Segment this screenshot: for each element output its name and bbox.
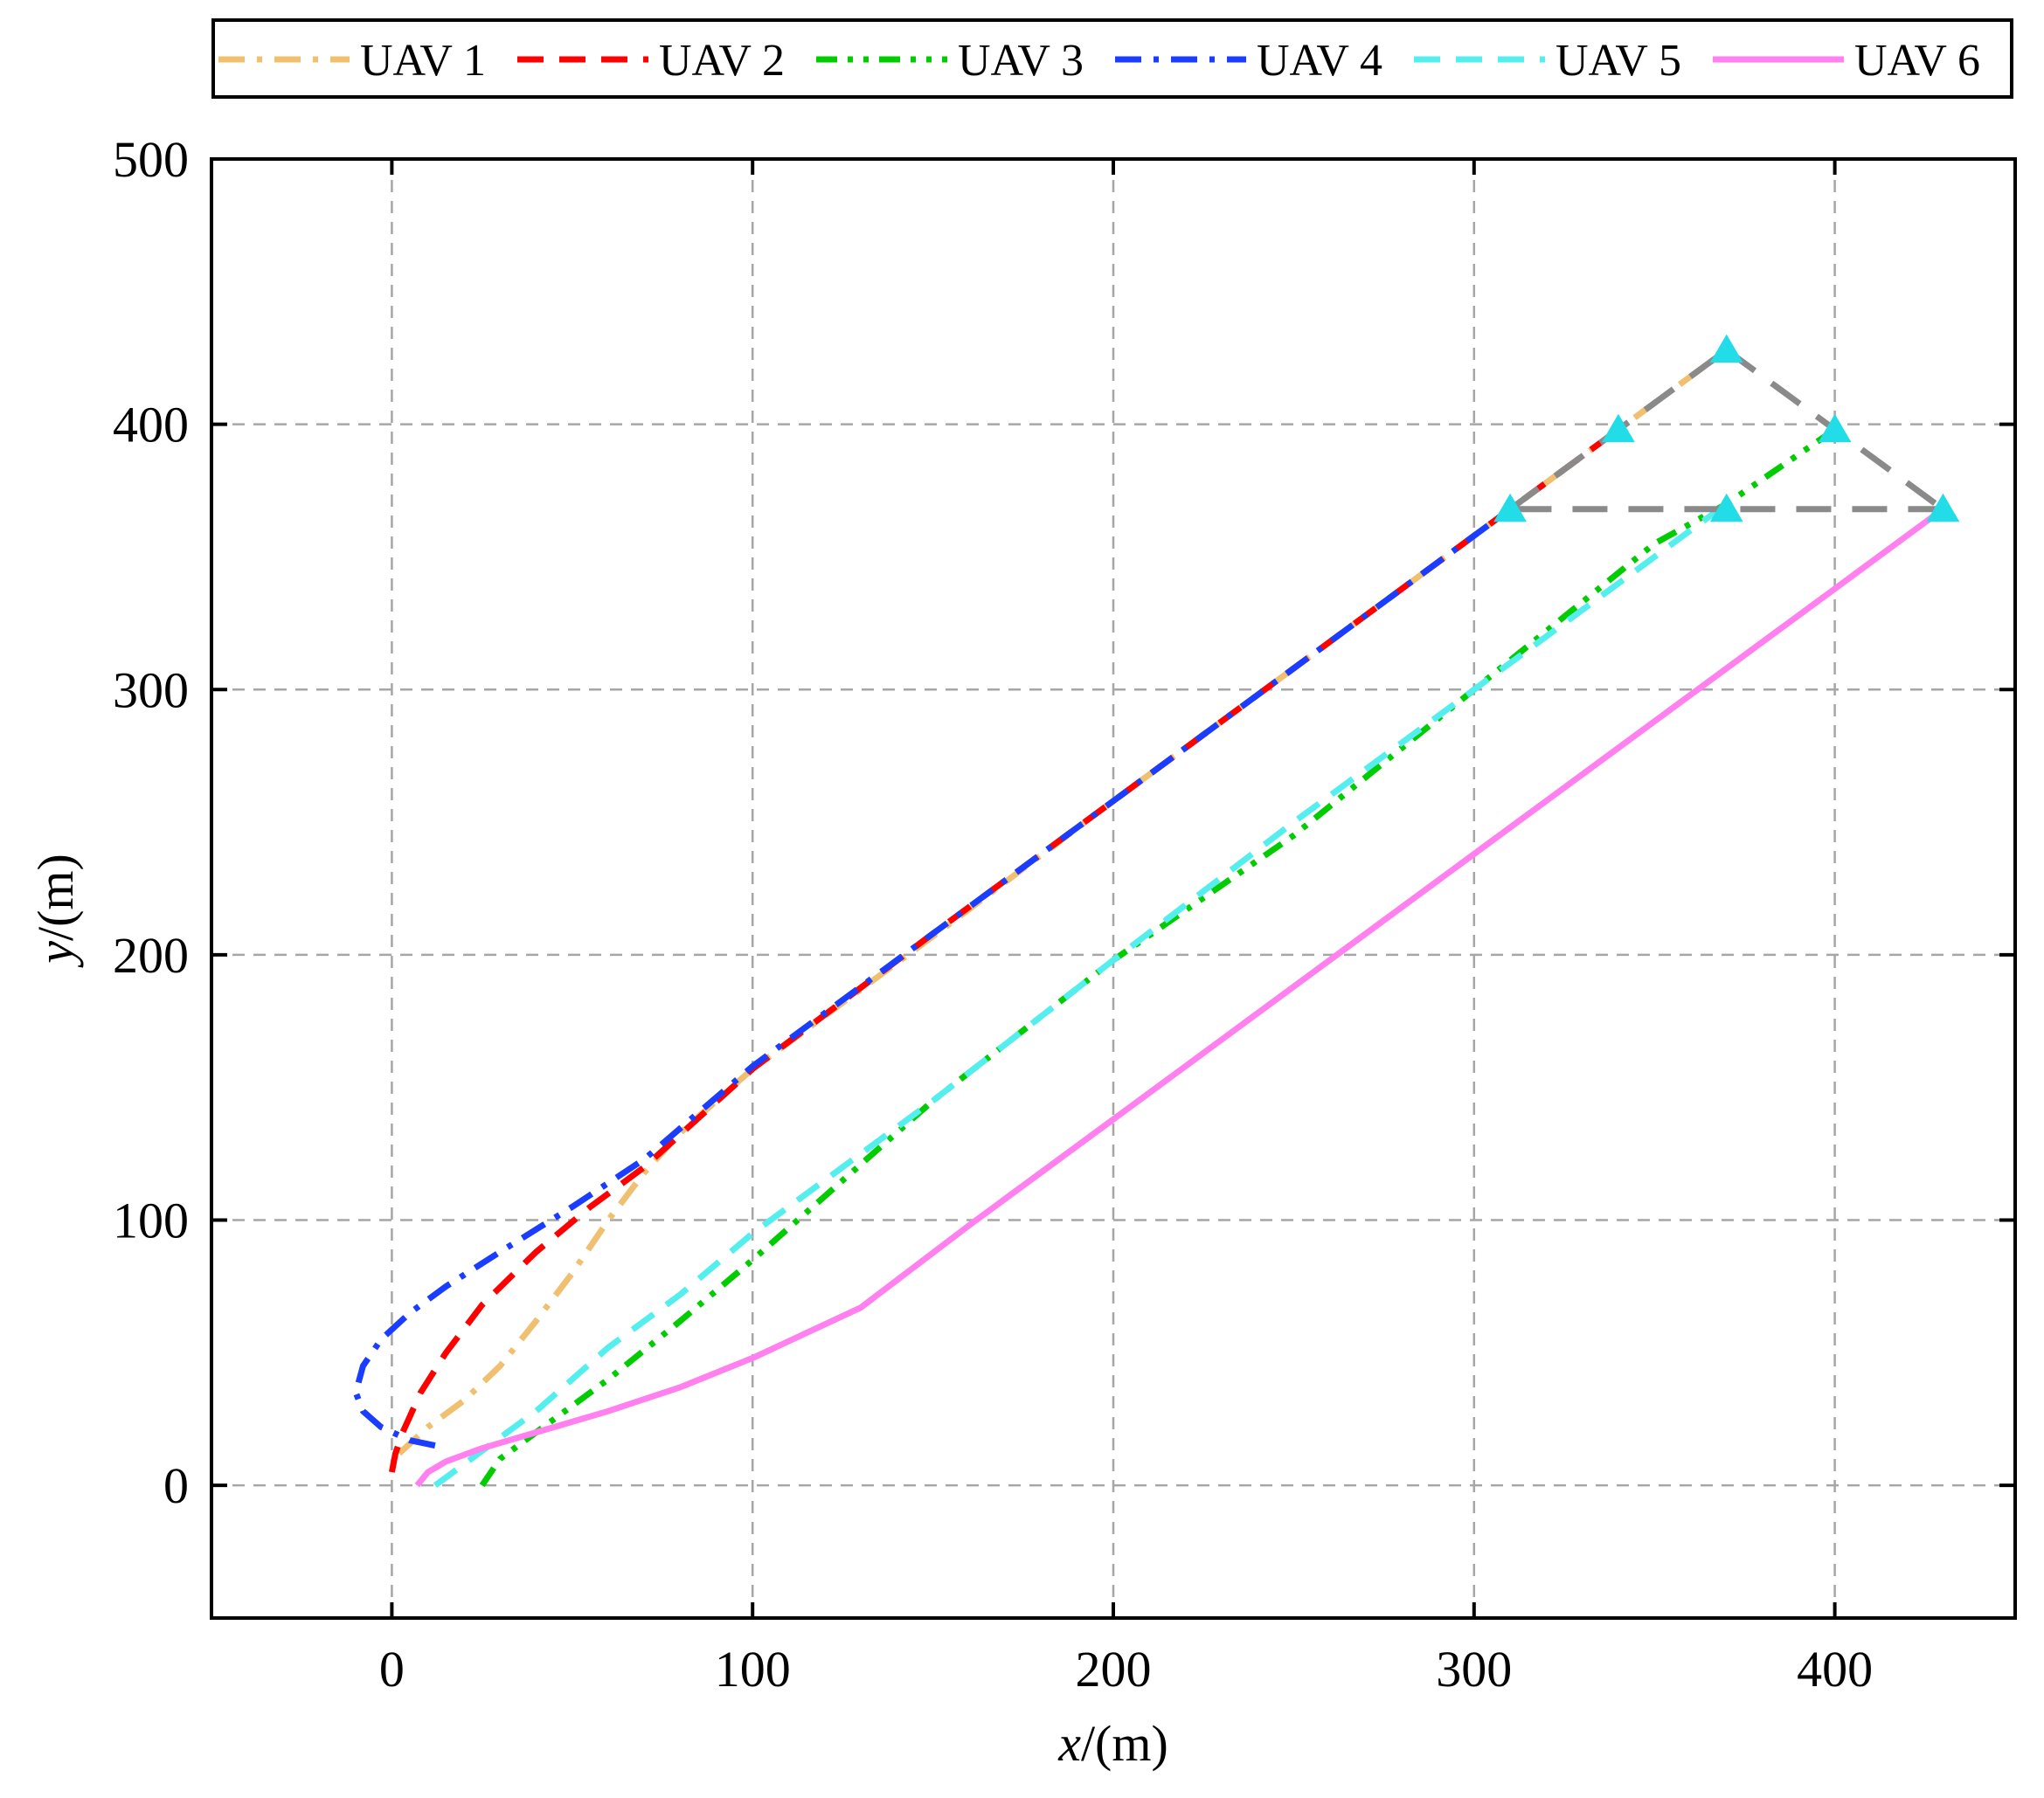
legend-label: UAV 4	[1257, 36, 1382, 86]
legend-label: UAV 2	[659, 36, 785, 86]
x-axis-unit: /(m)	[1081, 1715, 1168, 1772]
formation-marker	[1926, 493, 1960, 522]
formation-marker	[1602, 413, 1635, 443]
y-axis-title: y/(m)	[27, 854, 84, 968]
y-tick-label: 100	[113, 1193, 189, 1249]
y-tick-label: 500	[113, 131, 189, 188]
formation-marker	[1818, 413, 1852, 443]
tick-labels: 0 100 200 300 400 0 100 200 300 400 500	[113, 131, 1873, 1698]
formation-marker	[1709, 493, 1743, 522]
legend-label: UAV 1	[360, 36, 486, 86]
series-line-uav-5	[433, 501, 1729, 1489]
x-tick-label: 300	[1436, 1641, 1512, 1698]
y-tick-label: 300	[113, 661, 189, 718]
y-axis-unit: /(m)	[27, 854, 84, 941]
marker-layer	[1493, 334, 1960, 522]
y-axis-variable: y	[27, 941, 84, 968]
formation-marker	[1709, 334, 1743, 363]
series-line-uav-2	[388, 426, 1620, 1473]
x-axis-title: x/(m)	[1057, 1715, 1168, 1772]
legend-box	[211, 18, 2013, 99]
y-tick-label: 0	[163, 1457, 189, 1514]
series-line-uav-4	[352, 506, 1513, 1449]
formation-marker	[1493, 493, 1527, 522]
ticks	[211, 157, 2015, 1618]
legend: UAV 1 UAV 2 UAV 3 UAV 4 UAV 5 UAV 6	[211, 18, 2013, 99]
x-tick-label: 200	[1076, 1641, 1152, 1698]
data-layer	[352, 347, 1945, 1489]
legend-label: UAV 5	[1556, 36, 1681, 86]
series-line-uav-6	[414, 506, 1945, 1488]
y-tick-label: 400	[113, 397, 189, 453]
x-tick-label: 100	[715, 1641, 791, 1698]
series-line-uav-3	[479, 426, 1837, 1488]
x-axis-variable: x	[1057, 1715, 1081, 1772]
x-tick-label: 400	[1797, 1641, 1873, 1698]
grid	[211, 157, 2015, 1618]
y-tick-label: 200	[113, 927, 189, 984]
legend-label: UAV 6	[1854, 36, 1980, 86]
series-line-uav-1	[397, 347, 1729, 1456]
legend-label: UAV 3	[958, 36, 1084, 86]
x-tick-label: 0	[379, 1641, 405, 1698]
